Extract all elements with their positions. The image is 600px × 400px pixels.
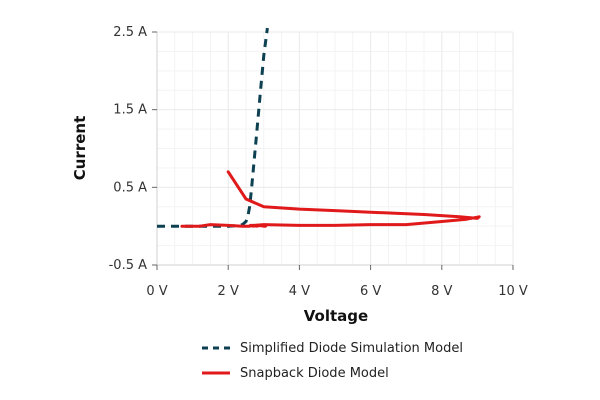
tick-labels: 0 V 2 V 4 V 6 V 8 V 10 V -0.5 A 0.5 A 1.5 A 2.5 A — [109, 25, 528, 299]
x-tick-label: 0 V — [146, 284, 167, 299]
grid — [156, 31, 514, 266]
x-tick-label: 10 V — [498, 284, 528, 299]
y-tick-label: 2.5 A — [113, 25, 147, 40]
y-tick-label: -0.5 A — [109, 258, 147, 273]
x-tick-label: 2 V — [218, 284, 239, 299]
legend-label-snapback: Snapback Diode Model — [240, 366, 389, 381]
y-axis-title: Current — [71, 116, 89, 181]
series-layer — [157, 27, 481, 228]
y-tick-label: 1.5 A — [113, 103, 147, 118]
y-tick-label: 0.5 A — [113, 180, 147, 195]
legend-label-simplified: Simplified Diode Simulation Model — [240, 341, 463, 356]
x-tick-label: 6 V — [360, 284, 381, 299]
x-axis-title: Voltage — [304, 307, 368, 325]
x-tick-label: 8 V — [431, 284, 452, 299]
x-tick-label: 4 V — [289, 284, 310, 299]
axes — [152, 31, 514, 270]
series-line-snapback — [180, 170, 481, 228]
legend: Simplified Diode Simulation Model Snapba… — [202, 341, 463, 381]
series-line-simplified — [157, 27, 269, 228]
